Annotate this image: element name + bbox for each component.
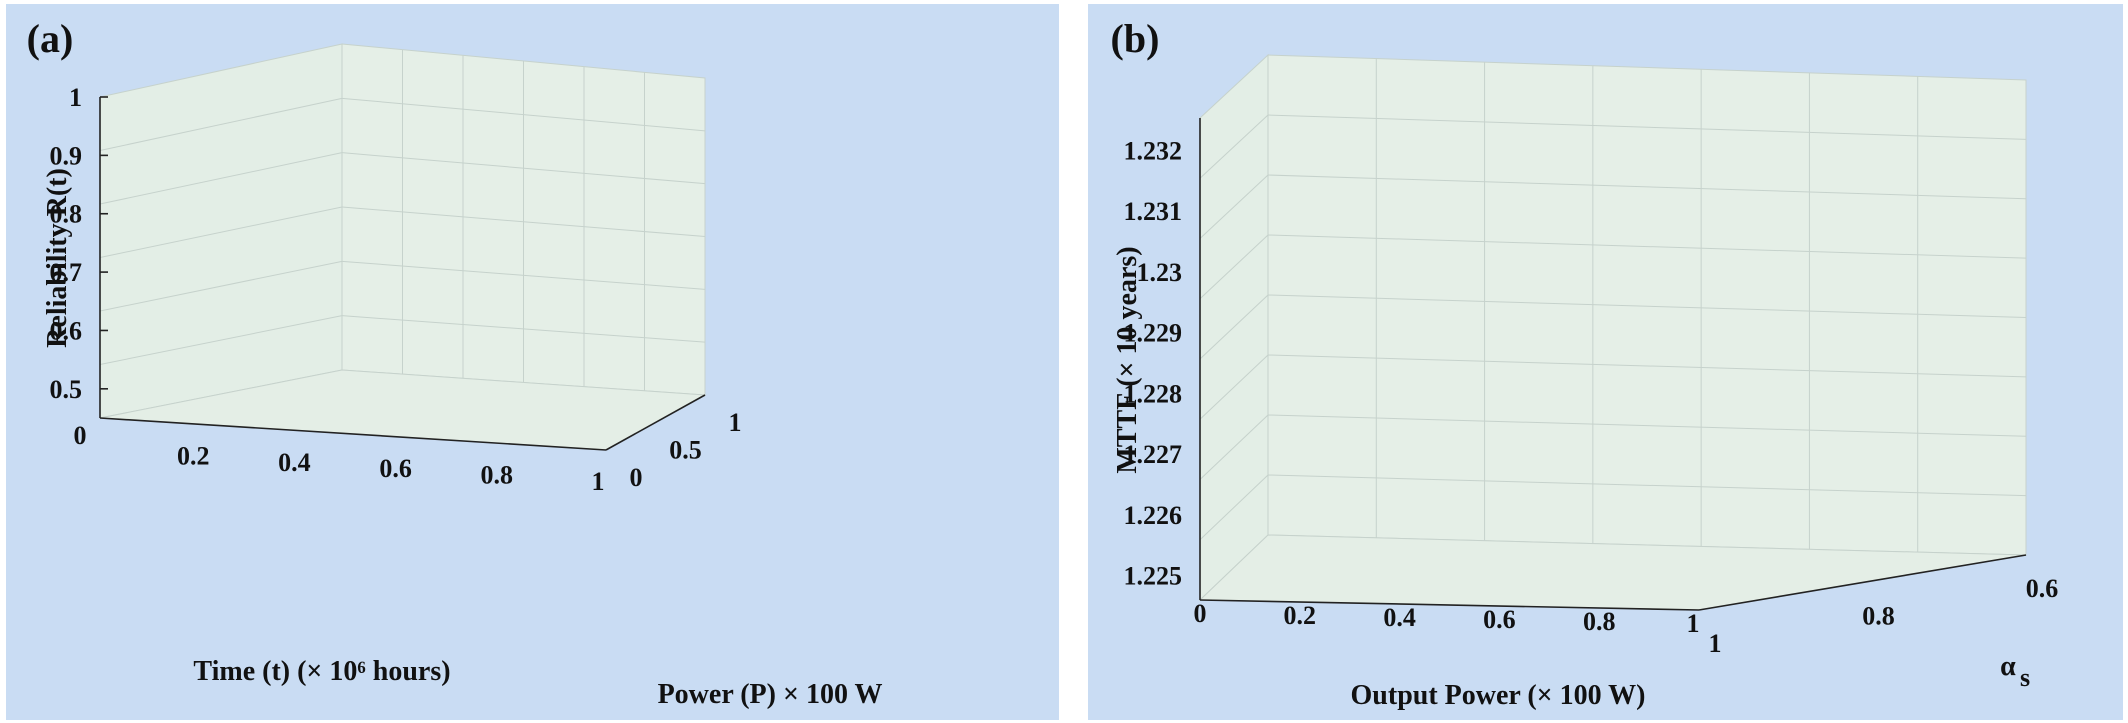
y-axis-label-a: Power (P) × 100 W: [658, 679, 883, 710]
y-tick-label-b: 0.6: [2026, 574, 2059, 603]
wall-left-a: [99, 43, 343, 419]
x-tick-label-b: 0.4: [1383, 603, 1416, 632]
axes-decor: [99, 43, 2027, 611]
x-tick-label-b: 0.6: [1483, 605, 1516, 634]
grid-line: [341, 152, 706, 185]
grid-line: [341, 206, 706, 237]
z-tick-label-b: 1.228: [1124, 379, 1183, 408]
grid-line: [1199, 294, 1269, 360]
grid-line: [1199, 114, 1269, 179]
grid-line: [99, 315, 343, 365]
grid-line: [1267, 174, 2027, 200]
grid-line: [1267, 474, 2027, 497]
z-tick-label-a: 0.5: [50, 375, 83, 404]
grid-line: [1267, 234, 2027, 259]
x-axis-label-a: Time (t) (× 10⁶ hours): [193, 656, 450, 687]
grid-line: [1267, 114, 2027, 140]
x-axis-a: [99, 417, 607, 451]
x-tick-label-b: 0.8: [1583, 607, 1616, 636]
y-axis-label-b: α: [2000, 651, 2016, 682]
x-tick-label-a: 0.4: [278, 448, 311, 477]
z-tick-label-a: 0.7: [50, 258, 83, 287]
grid-line: [1199, 174, 1269, 239]
wall-back-b: [1267, 54, 2027, 556]
x-tick-label-a: 0: [74, 421, 87, 450]
grid-line: [341, 315, 706, 343]
z-tick-label-b: 1.227: [1124, 440, 1183, 469]
x-tick-label-a: 0.8: [481, 461, 514, 490]
x-tick-label-b: 0.2: [1284, 601, 1317, 630]
y-tick-label-a: 1: [729, 408, 742, 437]
x-tick-label-b: 0: [1194, 599, 1207, 628]
panel-label-b: (b): [1111, 16, 1160, 61]
x-tick-label-a: 1: [592, 467, 605, 496]
grid-line: [341, 260, 706, 290]
grid-line: [341, 97, 706, 132]
z-tick-label-a: 1: [69, 83, 82, 112]
x-tick-label-a: 0.2: [177, 441, 210, 470]
grid-line: [1199, 234, 1269, 300]
grid-line: [99, 206, 343, 258]
panel-label-a: (a): [27, 16, 74, 61]
grid-line: [1199, 474, 1269, 541]
grid-line: [99, 97, 343, 151]
grid-line: [1267, 354, 2027, 378]
grid-line: [1267, 294, 2027, 318]
z-tick-label-b: 1.225: [1124, 562, 1183, 591]
y-tick-label-a: 0: [630, 463, 643, 492]
z-tick-label-a: 0.9: [50, 141, 83, 170]
z-axis-label-b: MTTF (× 10 years): [1112, 246, 1143, 473]
z-tick-label-b: 1.226: [1124, 501, 1183, 530]
grid-line: [1199, 354, 1269, 420]
y-tick-label-b: 0.8: [1862, 602, 1895, 631]
x-axis-b: [1199, 599, 1700, 611]
y-tick-label-a: 0.5: [669, 436, 702, 465]
z-tick-label-b: 1.229: [1124, 319, 1183, 348]
z-tick-label-a: 0.6: [50, 316, 83, 345]
grid-line: [1267, 414, 2027, 437]
z-tick-label-b: 1.23: [1137, 258, 1183, 287]
grid-line: [1199, 414, 1269, 480]
y-tick-label-b: 1: [1709, 629, 1722, 658]
z-tick-label-a: 0.8: [50, 200, 83, 229]
y-axis-a: [605, 394, 706, 451]
z-tick-label-b: 1.231: [1124, 197, 1183, 226]
grid-line: [99, 260, 343, 312]
grid-line: [99, 152, 343, 205]
x-tick-label-b: 1: [1687, 609, 1700, 638]
y-axis-label-sub-b: s: [2020, 663, 2030, 692]
x-axis-label-b: Output Power (× 100 W): [1351, 680, 1646, 711]
x-tick-label-a: 0.6: [379, 454, 412, 483]
z-tick-label-b: 1.232: [1124, 136, 1183, 165]
y-axis-b: [1698, 554, 2027, 611]
z-axis-label-a: Reliability R(t): [42, 168, 73, 348]
